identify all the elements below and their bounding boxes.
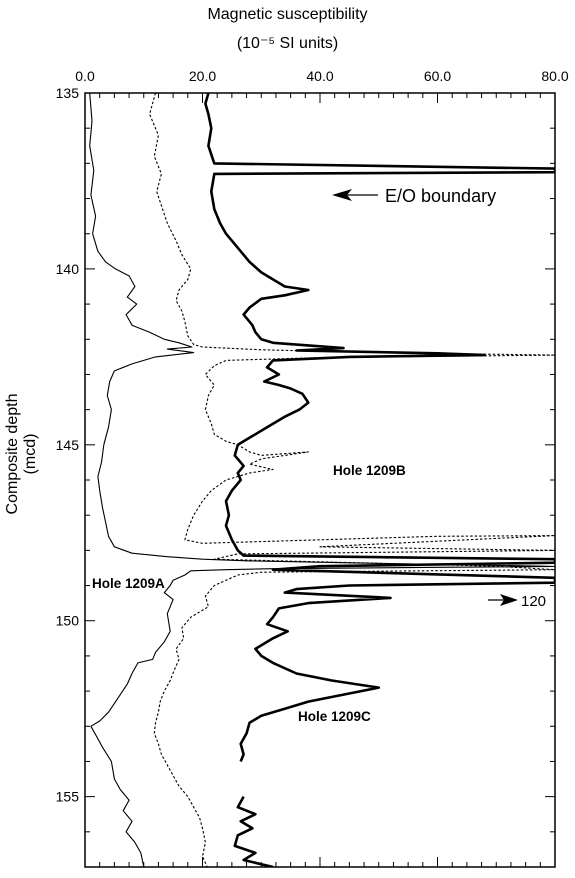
series-label-hole-1209b: Hole 1209B [333,463,406,478]
tick-labels: 0.0 20.0 40.0 60.0 80.0 135 140 145 150 155 [56,68,569,805]
y-tick-label: 140 [56,261,80,277]
y-tick-label: 145 [56,437,80,453]
series-line-hole-1209b [149,93,555,867]
offscale-value-label: 120 [521,593,546,610]
series-line-hole-1209c [204,93,555,762]
series-label-hole-1209c: Hole 1209C [298,709,371,724]
x-tick-label: 40.0 [306,68,333,84]
y-tick-label: 135 [56,85,80,101]
eo-boundary-label: E/O boundary [385,186,496,206]
x-tick-label: 60.0 [424,68,451,84]
y-tick-label: 155 [56,789,80,805]
series-line-hole-1209a [89,93,555,867]
offscale-arrow-head [500,594,518,606]
plot-frame [84,92,556,868]
chart-title-line-2: (10⁻⁵ SI units) [236,35,339,52]
y-tick-label: 150 [56,613,80,629]
eo-boundary-arrow-head [332,189,352,201]
chart-title-line-1: Magnetic susceptibility [207,6,368,23]
axis-ticks [84,92,556,868]
x-tick-label: 20.0 [189,68,216,84]
series-line-segment-3 [233,795,274,867]
x-tick-label: 80.0 [541,68,568,84]
annotations: Hole 1209A Hole 1209B Hole 1209C E/O bounda… [92,186,546,724]
x-tick-label: 0.0 [75,68,95,84]
series-label-hole-1209a: Hole 1209A [92,576,165,591]
series-lines [89,93,555,867]
